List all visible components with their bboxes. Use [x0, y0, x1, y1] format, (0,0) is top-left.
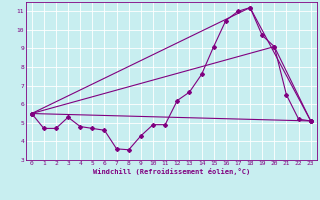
X-axis label: Windchill (Refroidissement éolien,°C): Windchill (Refroidissement éolien,°C): [92, 168, 250, 175]
